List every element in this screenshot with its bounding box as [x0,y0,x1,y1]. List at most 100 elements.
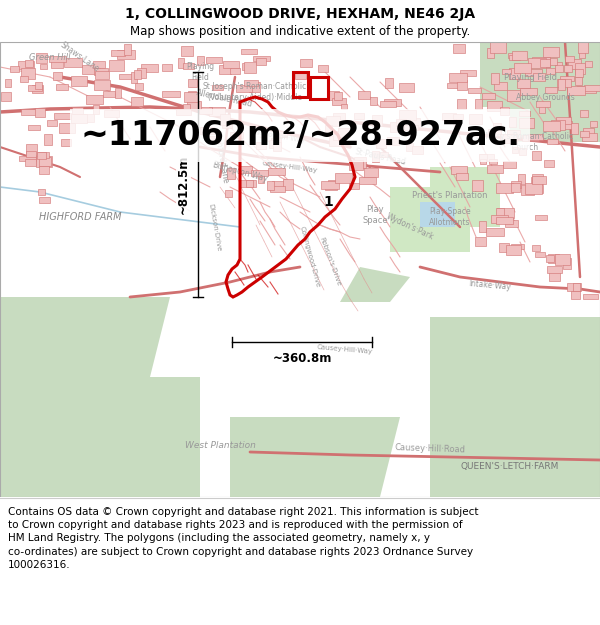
Bar [71,76,87,86]
Bar [206,58,221,64]
Bar [457,80,467,90]
Bar [582,132,597,141]
Bar [549,271,560,281]
Bar [512,147,518,153]
Bar [25,159,36,166]
Bar [26,144,37,154]
Bar [558,79,565,90]
Bar [496,208,504,217]
Bar [326,91,339,100]
Polygon shape [390,187,470,252]
Bar [329,136,344,146]
Bar [532,57,550,67]
Bar [197,56,204,65]
Bar [206,136,220,142]
Bar [118,50,135,59]
Text: HIGHFORD FARM: HIGHFORD FARM [39,212,121,222]
Bar [209,107,224,116]
Bar [94,80,110,90]
Bar [326,116,340,126]
Bar [500,134,517,143]
Bar [318,65,328,72]
Bar [334,92,341,99]
Bar [295,73,306,79]
Bar [188,91,196,101]
Bar [544,161,554,168]
Bar [25,60,33,67]
Bar [395,119,406,126]
Polygon shape [0,377,200,497]
Bar [525,183,542,194]
Bar [460,69,476,76]
Bar [131,72,137,82]
Bar [525,69,542,76]
Bar [103,91,115,98]
Bar [71,114,88,124]
Bar [40,166,49,174]
Bar [141,64,158,72]
Bar [222,119,232,128]
Bar [577,86,583,91]
Bar [37,152,46,159]
Bar [124,44,131,55]
Bar [178,59,184,68]
Bar [253,56,270,61]
Bar [355,113,364,119]
Bar [256,142,266,149]
Bar [521,185,534,194]
Bar [38,189,45,195]
Bar [505,221,518,227]
Bar [35,53,47,63]
Bar [20,76,28,82]
Bar [479,154,487,161]
Bar [507,131,520,138]
Bar [283,179,293,190]
Bar [449,73,467,82]
Text: QUEEN'S·LETCH·FARM: QUEEN'S·LETCH·FARM [461,462,559,471]
Bar [387,137,399,145]
Text: ~360.8m: ~360.8m [272,352,332,365]
Bar [491,73,499,84]
Bar [548,254,559,262]
Bar [575,64,584,74]
Bar [251,170,268,176]
Bar [567,86,585,95]
Bar [561,121,572,129]
Bar [40,64,47,69]
Bar [36,156,52,168]
Bar [230,132,243,138]
Bar [258,174,264,183]
Bar [585,61,592,67]
Bar [269,186,285,192]
Bar [527,134,543,139]
Bar [487,164,503,172]
Bar [590,121,597,127]
Text: Collingwood·Drive: Collingwood·Drive [299,226,321,288]
Bar [64,58,82,67]
Bar [380,101,396,107]
Text: Causey·Hill·Road: Causey·Hill·Road [394,443,466,455]
Bar [453,44,466,53]
Bar [371,115,382,126]
Bar [35,82,42,89]
Bar [479,154,494,161]
Bar [546,69,556,74]
Text: St·Pauls·Road: St·Pauls·Road [353,148,406,167]
Bar [412,146,423,154]
Bar [335,173,352,183]
Bar [520,88,537,95]
Bar [580,131,589,137]
Bar [242,63,251,70]
Text: 1: 1 [323,195,333,209]
Bar [5,79,11,87]
Text: Causey·Hill·Way: Causey·Hill·Way [262,160,318,174]
Bar [573,282,580,291]
Bar [490,159,497,164]
Bar [268,181,274,189]
Bar [184,104,190,109]
Bar [568,59,581,69]
Bar [49,56,65,61]
Bar [328,179,338,186]
Bar [545,58,557,64]
Bar [543,121,560,131]
